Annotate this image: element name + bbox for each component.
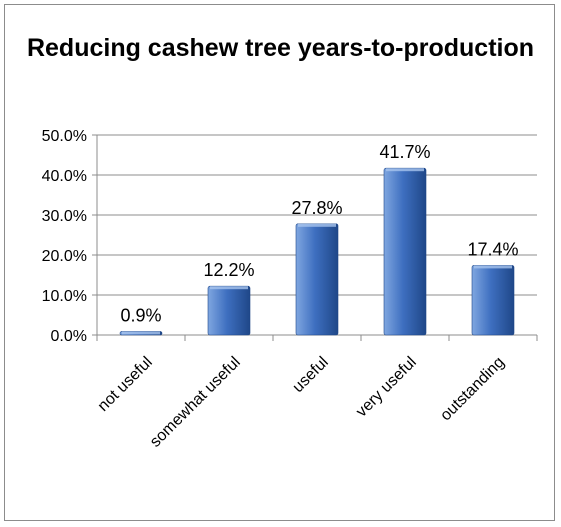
bar-top-highlight [386,168,424,172]
y-tick-label: 20.0% [42,248,87,265]
bar-top-highlight [122,331,160,335]
y-tick-label: 40.0% [42,168,87,185]
x-tick-label: outstanding [437,354,508,425]
x-tick-label: very useful [353,354,420,421]
bar [295,223,339,336]
bar-top-highlight [210,286,248,290]
x-tick-label: useful [290,354,332,396]
y-tick-label: 10.0% [42,288,87,305]
x-tick-label: somewhat useful [147,354,244,451]
chart-title: Reducing cashew tree years-to-production [26,34,535,62]
y-tick-label: 50.0% [42,128,87,145]
data-label: 27.8% [291,198,342,218]
y-tick-label: 30.0% [42,208,87,225]
data-label: 41.7% [379,142,430,162]
data-label: 12.2% [203,260,254,280]
chart-frame [4,4,555,521]
bar-top-highlight [474,265,512,269]
bar [383,167,427,336]
bar-top-highlight [298,223,336,227]
data-label: 17.4% [467,239,518,259]
y-tick-label: 0.0% [51,328,87,345]
bar [207,285,251,336]
x-tick-label: not useful [95,354,156,415]
bar [471,265,515,336]
data-label: 0.9% [120,305,161,325]
